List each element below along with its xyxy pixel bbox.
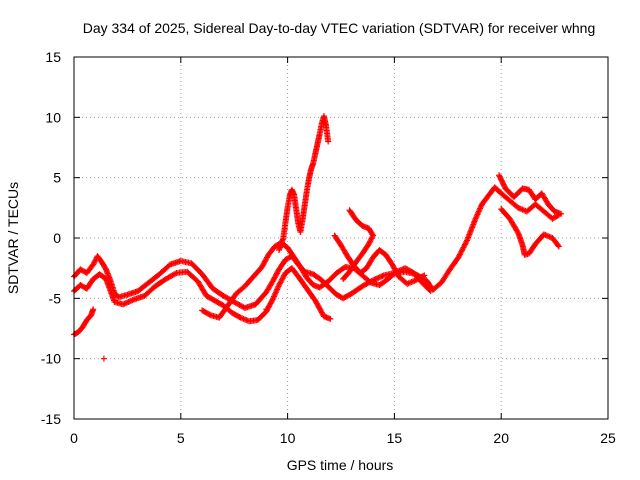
data-point: [555, 243, 562, 250]
data-series: [263, 306, 270, 313]
x-axis-label: GPS time / hours: [287, 457, 394, 473]
data-point: [375, 274, 382, 281]
data-point: [421, 272, 428, 279]
data-series: [496, 172, 565, 217]
data-point: [496, 172, 503, 179]
data-point: [554, 242, 561, 249]
x-tick-label: 15: [387, 430, 403, 446]
data-point: [128, 297, 135, 304]
data-point: [500, 181, 507, 188]
data-series: [71, 184, 562, 311]
y-tick-label: -5: [49, 290, 62, 306]
data-point: [268, 297, 275, 304]
data-point: [497, 174, 504, 181]
data-point: [126, 298, 133, 305]
grid-lines: [74, 57, 608, 419]
data-series: [276, 113, 332, 254]
data-series: [199, 239, 434, 321]
plot-frame: [73, 56, 609, 420]
y-axis-label: SDTVAR / TECUs: [5, 182, 21, 294]
y-tick-label: -10: [41, 351, 61, 367]
data-point: [499, 178, 506, 185]
data-point: [263, 306, 270, 313]
data-point: [514, 228, 521, 235]
data-point: [90, 306, 97, 313]
data-series: [100, 355, 107, 362]
data-point: [497, 176, 504, 183]
data-point: [558, 210, 565, 217]
data-point: [501, 182, 508, 189]
data-point: [420, 273, 427, 280]
data-points: [71, 113, 565, 362]
data-series: [498, 206, 562, 258]
data-point: [427, 288, 434, 295]
data-point: [100, 355, 107, 362]
data-point: [374, 275, 381, 282]
data-point: [125, 298, 132, 305]
y-tick-label: 10: [45, 109, 61, 125]
x-tick-labels: 0 5 10 15 20 25: [70, 430, 616, 446]
data-point: [120, 301, 127, 308]
data-point: [496, 173, 503, 180]
y-tick-label: -15: [41, 411, 61, 427]
data-point: [340, 276, 347, 283]
data-point: [122, 300, 129, 307]
data-series: [340, 207, 377, 283]
x-tick-label: 20: [493, 430, 509, 446]
data-point: [499, 180, 506, 187]
data-point: [378, 273, 385, 280]
data-point: [327, 315, 334, 322]
data-series: [71, 306, 97, 338]
data-point: [376, 274, 383, 281]
data-point: [325, 138, 332, 145]
data-point: [121, 300, 128, 307]
x-tick-label: 25: [600, 430, 616, 446]
y-tick-label: 0: [53, 230, 61, 246]
y-tick-label: 15: [45, 49, 61, 65]
data-point: [498, 177, 505, 184]
x-tick-label: 0: [70, 430, 78, 446]
data-point: [426, 287, 433, 294]
x-tick-label: 5: [177, 430, 185, 446]
data-point: [172, 270, 179, 277]
data-point: [129, 297, 136, 304]
data-point: [236, 313, 243, 320]
data-point: [371, 276, 378, 283]
chart-title: Day 334 of 2025, Sidereal Day-to-day VTE…: [83, 20, 596, 36]
data-point: [341, 274, 348, 281]
data-point: [206, 311, 213, 318]
data-point: [124, 299, 131, 306]
data-point: [379, 273, 386, 280]
y-tick-labels: -15 -10 -5 0 5 10 15: [41, 49, 61, 427]
y-tick-label: 5: [53, 170, 61, 186]
x-tick-label: 10: [280, 430, 296, 446]
